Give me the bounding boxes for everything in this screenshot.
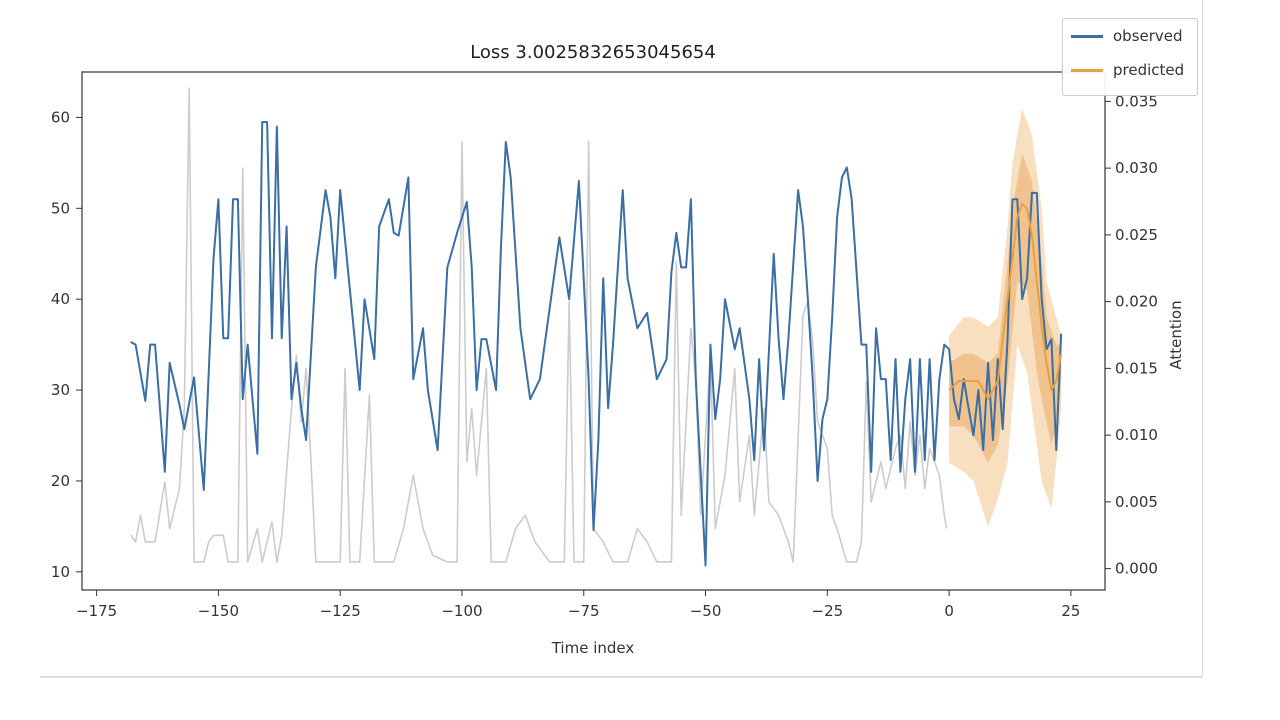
legend-item-predicted: predicted [1071, 61, 1184, 79]
figure-frame [40, 0, 1203, 678]
y-axis-right: 0.000 0.005 0.010 0.015 0.020 0.025 0.030 0.035 [1105, 92, 1158, 578]
y2-tick-label: 0.030 [1115, 159, 1158, 177]
y-tick-label: 60 [51, 108, 70, 126]
chart-title: Loss 3.0025832653045654 [470, 42, 716, 63]
x-tick-label: −125 [320, 602, 361, 620]
x-tick-label: −25 [812, 602, 844, 620]
y2-axis-label: Attention [1167, 300, 1185, 369]
x-tick-label: −50 [690, 602, 722, 620]
y2-tick-label: 0.020 [1115, 293, 1158, 311]
legend-swatch-predicted [1071, 68, 1103, 72]
x-tick-label: 0 [944, 602, 954, 620]
y2-tick-label: 0.035 [1115, 92, 1158, 110]
x-tick-label: −175 [76, 602, 117, 620]
attention-line [130, 87, 948, 563]
x-axis-label: Time index [551, 639, 635, 657]
y-tick-label: 20 [51, 472, 70, 490]
observed-line [130, 120, 1063, 567]
x-tick-label: 25 [1061, 602, 1080, 620]
x-axis: −175 −150 −125 −100 −75 −50 −25 0 25 [76, 590, 1080, 620]
legend-label-predicted: predicted [1113, 61, 1185, 79]
predicted-line [948, 202, 1063, 401]
legend-item-observed: observed [1071, 27, 1183, 45]
y2-tick-label: 0.010 [1115, 426, 1158, 444]
predicted-band-inner [949, 153, 1062, 463]
legend: observed predicted [1062, 18, 1198, 96]
legend-label-observed: observed [1113, 27, 1183, 45]
y2-tick-label: 0.015 [1115, 359, 1158, 377]
x-tick-label: −150 [198, 602, 239, 620]
y-tick-label: 50 [51, 199, 70, 217]
y-tick-label: 10 [51, 563, 70, 581]
series-lines [130, 87, 1063, 567]
x-tick-label: −100 [441, 602, 482, 620]
y-axis-left: 10 20 30 40 50 60 [51, 108, 82, 581]
plot-area-border [81, 71, 1106, 591]
y-tick-label: 40 [51, 290, 70, 308]
legend-swatch-observed [1071, 34, 1103, 38]
y-tick-label: 30 [51, 381, 70, 399]
y2-tick-label: 0.005 [1115, 493, 1158, 511]
y2-tick-label: 0.000 [1115, 560, 1158, 578]
x-tick-label: −75 [568, 602, 600, 620]
y2-tick-label: 0.025 [1115, 226, 1158, 244]
